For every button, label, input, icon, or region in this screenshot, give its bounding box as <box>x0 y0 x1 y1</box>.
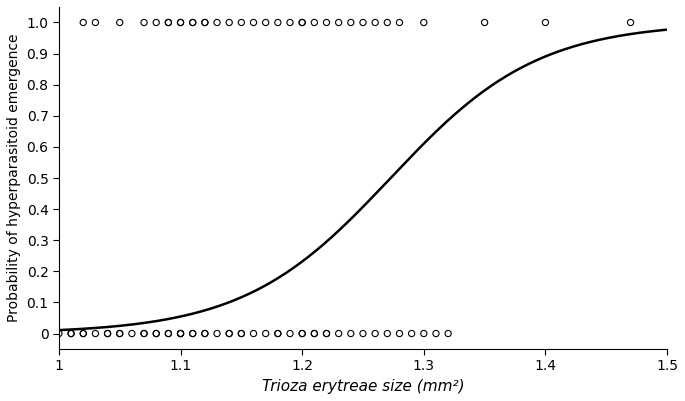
Point <box>321 330 332 337</box>
Point <box>273 19 284 26</box>
Point <box>151 330 162 337</box>
Point <box>394 330 405 337</box>
Point <box>370 330 381 337</box>
Point <box>236 330 247 337</box>
Point <box>260 19 271 26</box>
X-axis label: Trioza erytreae size (mm²): Trioza erytreae size (mm²) <box>262 379 464 394</box>
Point <box>273 330 284 337</box>
Point <box>297 19 308 26</box>
Point <box>212 330 223 337</box>
Point <box>212 19 223 26</box>
Point <box>138 330 149 337</box>
Point <box>90 330 101 337</box>
Point <box>224 330 235 337</box>
Point <box>66 330 77 337</box>
Point <box>66 330 77 337</box>
Point <box>175 330 186 337</box>
Point <box>284 19 295 26</box>
Point <box>199 330 210 337</box>
Point <box>175 330 186 337</box>
Point <box>175 19 186 26</box>
Point <box>419 330 429 337</box>
Point <box>248 19 259 26</box>
Point <box>175 330 186 337</box>
Point <box>138 330 149 337</box>
Point <box>321 330 332 337</box>
Point <box>406 330 417 337</box>
Point <box>102 330 113 337</box>
Point <box>382 19 393 26</box>
Point <box>394 19 405 26</box>
Point <box>187 330 198 337</box>
Point <box>333 330 344 337</box>
Point <box>382 330 393 337</box>
Point <box>78 330 89 337</box>
Point <box>419 19 429 26</box>
Y-axis label: Probability of hyperparasitoid emergence: Probability of hyperparasitoid emergence <box>7 34 21 322</box>
Point <box>114 330 125 337</box>
Point <box>187 19 198 26</box>
Point <box>78 19 89 26</box>
Point <box>479 19 490 26</box>
Point <box>163 330 174 337</box>
Point <box>309 330 320 337</box>
Point <box>236 330 247 337</box>
Point <box>138 19 149 26</box>
Point <box>297 19 308 26</box>
Point <box>370 19 381 26</box>
Point <box>151 19 162 26</box>
Point <box>297 330 308 337</box>
Point <box>625 19 636 26</box>
Point <box>333 19 344 26</box>
Point <box>127 330 138 337</box>
Point <box>345 330 356 337</box>
Point <box>224 19 235 26</box>
Point <box>224 330 235 337</box>
Point <box>284 330 295 337</box>
Point <box>187 330 198 337</box>
Point <box>175 19 186 26</box>
Point <box>163 19 174 26</box>
Point <box>430 330 441 337</box>
Point <box>114 330 125 337</box>
Point <box>236 19 247 26</box>
Point <box>53 330 64 337</box>
Point <box>297 330 308 337</box>
Point <box>78 330 89 337</box>
Point <box>151 330 162 337</box>
Point <box>199 19 210 26</box>
Point <box>345 19 356 26</box>
Point <box>199 19 210 26</box>
Point <box>358 19 369 26</box>
Point <box>90 19 101 26</box>
Point <box>163 330 174 337</box>
Point <box>540 19 551 26</box>
Point <box>248 330 259 337</box>
Point <box>187 19 198 26</box>
Point <box>163 19 174 26</box>
Point <box>102 330 113 337</box>
Point <box>321 19 332 26</box>
Point <box>260 330 271 337</box>
Point <box>114 19 125 26</box>
Point <box>309 330 320 337</box>
Point <box>273 330 284 337</box>
Point <box>199 330 210 337</box>
Point <box>443 330 453 337</box>
Point <box>358 330 369 337</box>
Point <box>309 19 320 26</box>
